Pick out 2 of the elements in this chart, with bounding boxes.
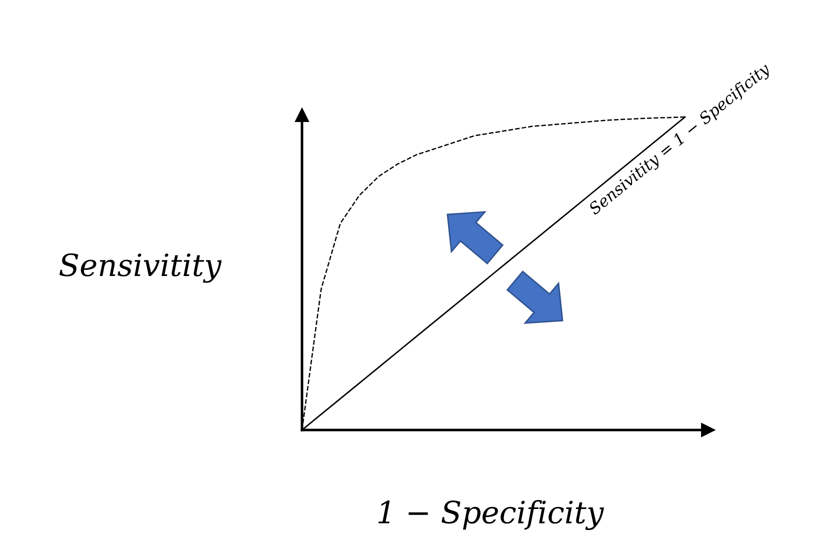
x-axis-title: 1 − Specificity <box>378 500 604 530</box>
y-axis-title: Sensivitity <box>59 253 222 283</box>
